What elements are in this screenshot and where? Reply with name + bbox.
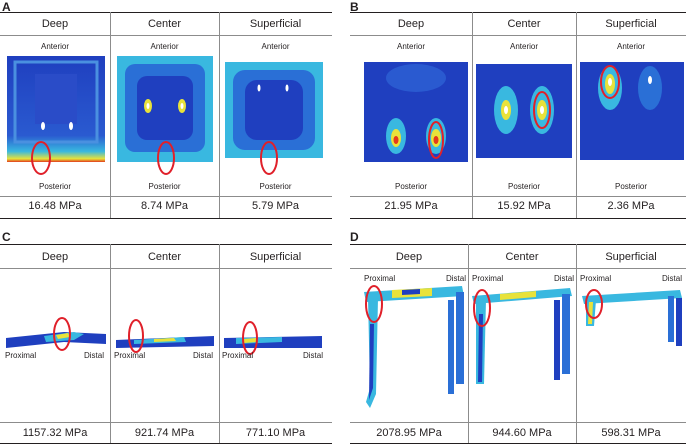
panel-d-center-stress-map <box>472 288 572 384</box>
panel-c-distal-label: Distal <box>193 351 214 360</box>
panel-b-anterior-label: Anterior <box>616 42 645 51</box>
panel-d-top-rule <box>350 244 686 245</box>
panel-a-col-center: Center <box>147 18 182 30</box>
panel-d-superficial-stress-value: 598.31 MPa <box>601 427 661 439</box>
panel-d-distal-label: Distal <box>662 274 683 283</box>
highlight-ring <box>428 121 444 159</box>
panel-b-superficial-stress-value: 2.36 MPa <box>607 200 655 212</box>
panel-d-col-superficial: Superficial <box>605 251 657 263</box>
panel-c-distal-label: Distal <box>84 351 105 360</box>
panel-c-col-deep: Deep <box>41 251 69 263</box>
panel-a-col-divider <box>110 12 111 218</box>
panel-a-col-deep: Deep <box>41 18 69 30</box>
highlight-ring <box>473 289 491 327</box>
panel-a-value-rule <box>0 196 332 197</box>
panel-c-deep-stress-map <box>6 317 106 351</box>
panel-d-center-stress-value: 944.60 MPa <box>492 427 552 439</box>
panel-a-center-stress-value: 8.74 MPa <box>140 200 189 212</box>
panel-d-distal-label: Distal <box>446 274 467 283</box>
panel-c-center-stress-map <box>116 319 214 353</box>
panel-d-col-divider <box>576 244 577 443</box>
panel-d-deep-stress-map <box>364 285 464 408</box>
panel-b-bottom-rule <box>350 218 686 219</box>
panel-d-value-rule <box>350 422 686 423</box>
panel-d-proximal-label: Proximal <box>580 274 612 283</box>
panel-a-anterior-label: Anterior <box>150 42 179 51</box>
panel-c-proximal-label: Proximal <box>114 351 146 360</box>
highlight-ring <box>260 141 278 175</box>
highlight-ring <box>365 285 383 323</box>
highlight-ring <box>585 289 603 319</box>
panel-a-superficial-stress-map <box>225 62 323 175</box>
panel-d-col-divider <box>468 244 469 443</box>
highlight-ring <box>600 65 620 99</box>
panel-a-superficial-stress-value: 5.79 MPa <box>251 200 300 212</box>
panel-c-head-rule <box>0 268 332 269</box>
panel-c-proximal-label: Proximal <box>5 351 37 360</box>
panel-a-deep-stress-value: 16.48 MPa <box>28 200 82 212</box>
panel-d-letter: D <box>350 230 359 244</box>
panel-a-anterior-label: Anterior <box>40 42 69 51</box>
panel-b-col-deep: Deep <box>397 18 425 30</box>
panel-d-superficial-stress-map <box>582 289 682 346</box>
highlight-ring <box>533 91 551 129</box>
panel-c-deep-stress-value: 1157.32 MPa <box>22 427 88 439</box>
panel-b-center-stress-map <box>476 64 572 158</box>
panel-c-proximal-label: Proximal <box>222 351 254 360</box>
panel-a-col-superficial: Superficial <box>249 18 302 30</box>
panel-d-proximal-label: Proximal <box>472 274 504 283</box>
panel-b-col-center: Center <box>507 18 541 30</box>
panel-d-proximal-label: Proximal <box>364 274 396 283</box>
panel-c-center-stress-value: 921.74 MPa <box>134 427 195 439</box>
panel-c-letter: C <box>2 230 11 244</box>
panel-b-col-superficial: Superficial <box>605 18 657 30</box>
highlight-ring <box>53 317 71 351</box>
highlight-ring <box>242 321 258 355</box>
panel-b-superficial-stress-map <box>580 62 684 160</box>
panel-b-center-stress-value: 15.92 MPa <box>497 200 551 212</box>
panel-a-posterior-label: Posterior <box>38 182 71 191</box>
panel-b-head-rule <box>350 35 686 36</box>
panel-a-letter: A <box>2 0 11 14</box>
panel-a-top-rule <box>0 12 332 13</box>
panel-b-anterior-label: Anterior <box>509 42 538 51</box>
panel-b-col-divider <box>576 12 577 218</box>
panel-a-deep-stress-map <box>7 56 105 175</box>
panel-b-anterior-label: Anterior <box>396 42 425 51</box>
panel-a-center-stress-map <box>117 56 213 175</box>
panel-a-anterior-label: Anterior <box>261 42 290 51</box>
panel-c-top-rule <box>0 244 332 245</box>
panel-d-distal-label: Distal <box>554 274 575 283</box>
panel-c-superficial-stress-value: 771.10 MPa <box>245 427 306 439</box>
panel-c-value-rule <box>0 422 332 423</box>
panel-c-col-divider <box>219 244 220 443</box>
panel-b-posterior-label: Posterior <box>614 182 647 191</box>
panel-c-col-superficial: Superficial <box>249 251 302 263</box>
panel-d-deep-stress-value: 2078.95 MPa <box>376 427 442 439</box>
panel-b-col-divider <box>472 12 473 218</box>
panel-b-posterior-label: Posterior <box>394 182 427 191</box>
panel-b-top-rule <box>350 12 686 13</box>
panel-c-col-center: Center <box>147 251 182 263</box>
panel-b-deep-stress-map <box>364 62 468 162</box>
panel-c-distal-label: Distal <box>303 351 324 360</box>
panel-b-deep-stress-value: 21.95 MPa <box>384 200 438 212</box>
panel-a-posterior-label: Posterior <box>259 182 292 191</box>
panel-a-posterior-label: Posterior <box>148 182 181 191</box>
panel-a-col-divider <box>219 12 220 218</box>
panel-c-col-divider <box>110 244 111 443</box>
panel-d-col-deep: Deep <box>395 251 423 263</box>
panel-c-superficial-stress-map <box>224 321 322 355</box>
highlight-ring <box>128 319 144 353</box>
panel-a-bottom-rule <box>0 218 332 219</box>
panel-b-value-rule <box>350 196 686 197</box>
highlight-ring <box>31 141 51 175</box>
panel-d-col-center: Center <box>505 251 539 263</box>
panel-d-head-rule <box>350 268 686 269</box>
panel-a-head-rule <box>0 35 332 36</box>
panel-b-posterior-label: Posterior <box>507 182 540 191</box>
panel-b-letter: B <box>350 0 359 14</box>
highlight-ring <box>157 141 175 175</box>
